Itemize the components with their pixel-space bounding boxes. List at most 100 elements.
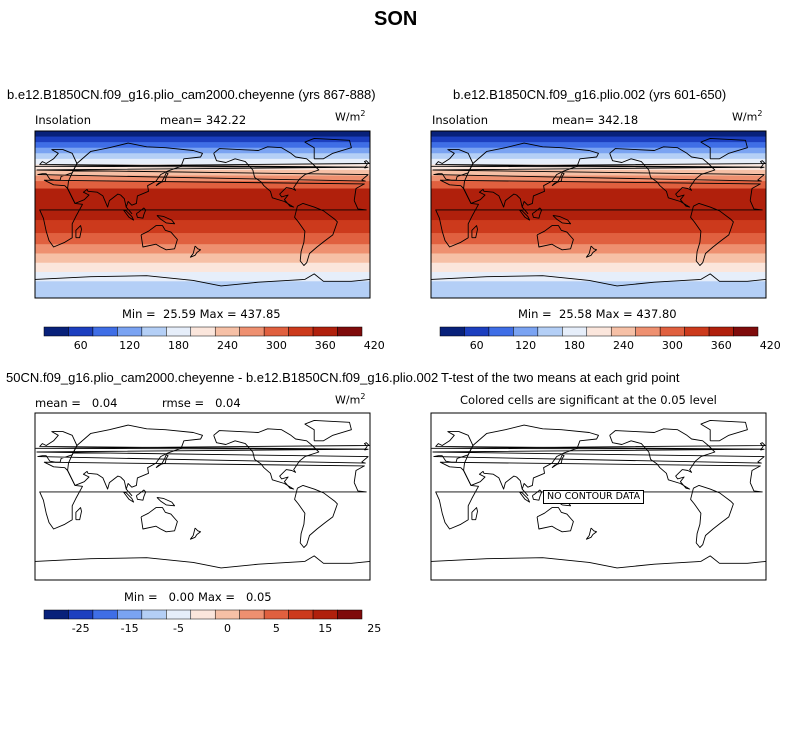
colorbar-tick-label: 300 xyxy=(662,339,683,352)
field-band-3 xyxy=(431,147,766,154)
coast-borneo xyxy=(135,207,147,219)
colorbar-tick-label: -15 xyxy=(121,622,139,635)
colorbar-swatch xyxy=(586,326,612,337)
coast-madagascar xyxy=(471,225,478,239)
field-band-16 xyxy=(35,272,370,282)
field-band-9 xyxy=(35,181,370,190)
rmse-label-bottom-left: rmse = 0.04 xyxy=(162,396,241,410)
map-frame xyxy=(34,412,371,581)
map-top-left xyxy=(34,130,371,299)
colorbar-swatch xyxy=(635,326,661,337)
figure-title: SON xyxy=(374,8,418,30)
coast-japan xyxy=(551,172,565,187)
coast-japan xyxy=(155,172,169,187)
unit-label-top-right: W/m2 xyxy=(732,109,763,124)
field-band-14 xyxy=(35,253,370,264)
field-band-10 xyxy=(431,188,766,221)
colorbar-swatch xyxy=(337,609,363,620)
field-band-7 xyxy=(431,169,766,177)
colorbar-tick-label: 60 xyxy=(470,339,484,352)
coast-madagascar xyxy=(471,507,478,521)
map-frame xyxy=(34,130,371,299)
field-band-13 xyxy=(35,244,370,254)
colorbar-swatch xyxy=(141,326,167,337)
colorbar-bottom-left: -25 -15 -5 0 5 15 25 xyxy=(43,609,381,635)
colorbar-tick-label: 240 xyxy=(613,339,634,352)
colorbar-swatch xyxy=(733,326,759,337)
colorbar-swatch xyxy=(610,326,636,337)
coast-japan xyxy=(155,454,169,469)
coast-north-america xyxy=(213,146,320,208)
colorbar-tick-label: 120 xyxy=(515,339,536,352)
coast-sumatra xyxy=(519,491,531,503)
colorbar-swatch xyxy=(68,326,94,337)
mean-label-top-left: mean= 342.22 xyxy=(160,113,247,127)
colorbar-swatch xyxy=(92,326,118,337)
colorbar-tick-label: 420 xyxy=(760,339,781,352)
coast-greenland xyxy=(700,137,748,160)
colorbar-tick-label: 60 xyxy=(74,339,88,352)
field-band-2 xyxy=(431,142,766,149)
colorbar-top-right: 60 120 180 240 300 360 420 xyxy=(439,326,781,352)
coast-new-zealand xyxy=(189,245,202,258)
field-band-10 xyxy=(35,188,370,221)
coast-antarctica xyxy=(430,273,767,287)
colorbar-tick-label: 300 xyxy=(266,339,287,352)
panel-subtitle-bottom-right: Colored cells are significant at the 0.0… xyxy=(460,393,717,407)
no-contour-data-label: NO CONTOUR DATA xyxy=(543,490,645,504)
colorbar-tick-label: 240 xyxy=(217,339,238,352)
colorbar-tick-label: 420 xyxy=(364,339,385,352)
colorbar-tick-label: -5 xyxy=(173,622,184,635)
field-band-17 xyxy=(431,281,766,299)
coast-asia xyxy=(463,424,599,497)
panel-title-bottom-right: T-test of the two means at each grid poi… xyxy=(441,370,680,385)
coast-madagascar xyxy=(75,507,82,521)
colorbar-swatch xyxy=(214,609,240,620)
colorbar-swatch xyxy=(117,609,143,620)
field-band-17 xyxy=(35,281,370,299)
coast-africa xyxy=(435,179,763,248)
coast-antarctica xyxy=(34,273,371,287)
field-band-5 xyxy=(35,158,370,165)
colorbar-swatch xyxy=(312,326,338,337)
field-band-11 xyxy=(35,220,370,234)
colorbar-swatch xyxy=(708,326,734,337)
unit-label-bottom-left: W/m2 xyxy=(335,392,366,407)
map-bottom-right xyxy=(430,412,767,581)
field-band-14 xyxy=(431,253,766,264)
field-band-1 xyxy=(431,136,766,143)
field-band-11 xyxy=(431,220,766,234)
coast-madagascar xyxy=(75,225,82,239)
field-band-6 xyxy=(35,164,370,171)
colorbar-tick-label: 120 xyxy=(119,339,140,352)
coast-japan xyxy=(551,454,565,469)
colorbar-swatch xyxy=(562,326,588,337)
coast-new-zealand xyxy=(189,527,202,540)
coast-south-america xyxy=(294,484,338,548)
colorbar-swatch xyxy=(288,326,314,337)
mean-label-bottom-left: mean = 0.04 xyxy=(35,396,118,410)
coast-uk xyxy=(35,160,370,169)
coast-new-zealand xyxy=(585,527,598,540)
colorbar-swatch xyxy=(337,326,363,337)
coast-australia xyxy=(536,507,574,533)
colorbar-tick-label: 15 xyxy=(318,622,332,635)
coast-africa xyxy=(39,461,367,530)
colorbar-swatch xyxy=(117,326,143,337)
colorbar-swatch xyxy=(464,326,490,337)
coast-africa xyxy=(435,461,763,530)
map-frame xyxy=(430,130,767,299)
colorbar-tick-label: -25 xyxy=(72,622,90,635)
coast-new-guinea xyxy=(156,496,176,507)
field-band-8 xyxy=(431,175,766,182)
colorbar-tick-label: 180 xyxy=(564,339,585,352)
colorbar-swatch xyxy=(214,326,240,337)
coast-south-america xyxy=(294,202,338,266)
coast-sumatra xyxy=(123,491,135,503)
coast-borneo xyxy=(135,489,147,501)
field-band-12 xyxy=(431,233,766,245)
colorbar-tick-label: 25 xyxy=(367,622,381,635)
colorbar-swatch xyxy=(43,326,69,337)
field-band-4 xyxy=(35,153,370,160)
colorbar-swatch xyxy=(92,609,118,620)
